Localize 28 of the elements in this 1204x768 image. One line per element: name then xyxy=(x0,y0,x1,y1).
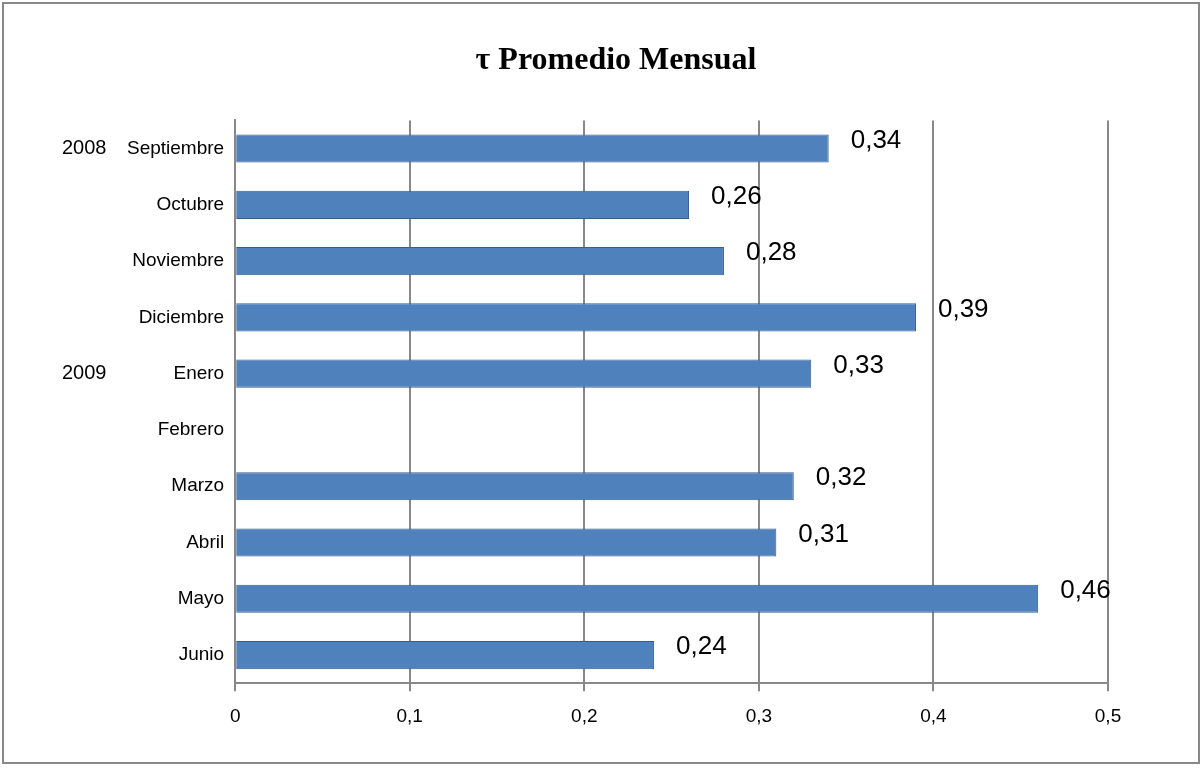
data-label: 0,28 xyxy=(745,236,797,267)
chart-title: τ Promedio Mensual xyxy=(475,40,757,77)
y-tick-label: Marzo xyxy=(171,474,225,496)
data-label: 0,31 xyxy=(798,517,849,548)
data-label: 0,26 xyxy=(711,179,762,210)
x-tick-label: 0,2 xyxy=(571,704,598,726)
data-label: 0,34 xyxy=(850,123,902,154)
text: 2008 xyxy=(62,136,107,159)
data-label: 0,39 xyxy=(937,292,989,323)
data-label: 0,33 xyxy=(833,348,884,379)
y-tick-label: Octubre xyxy=(156,193,225,215)
data-label: 0,24 xyxy=(676,630,727,661)
y-tick-label: Septiembre xyxy=(126,136,225,158)
y-tick-label: Abril xyxy=(186,530,225,552)
x-tick-label: 0,1 xyxy=(396,704,423,726)
y-tick-label: Diciembre xyxy=(138,305,225,327)
data-label: 0,32 xyxy=(815,461,867,492)
y-tick-label: Enero xyxy=(173,361,225,383)
y-tick-label: Febrero xyxy=(157,418,225,440)
y-tick-label: Noviembre xyxy=(132,249,225,271)
y-tick-label: Junio xyxy=(178,643,225,665)
x-tick-label: 0,4 xyxy=(920,704,948,726)
data-label: 0,46 xyxy=(1060,573,1111,604)
text: 2009 xyxy=(62,361,107,384)
y-tick-label: Mayo xyxy=(177,587,225,609)
x-tick-label: 0 xyxy=(229,704,241,726)
x-tick-label: 0,5 xyxy=(1094,704,1122,726)
x-tick-label: 0,3 xyxy=(745,704,773,726)
